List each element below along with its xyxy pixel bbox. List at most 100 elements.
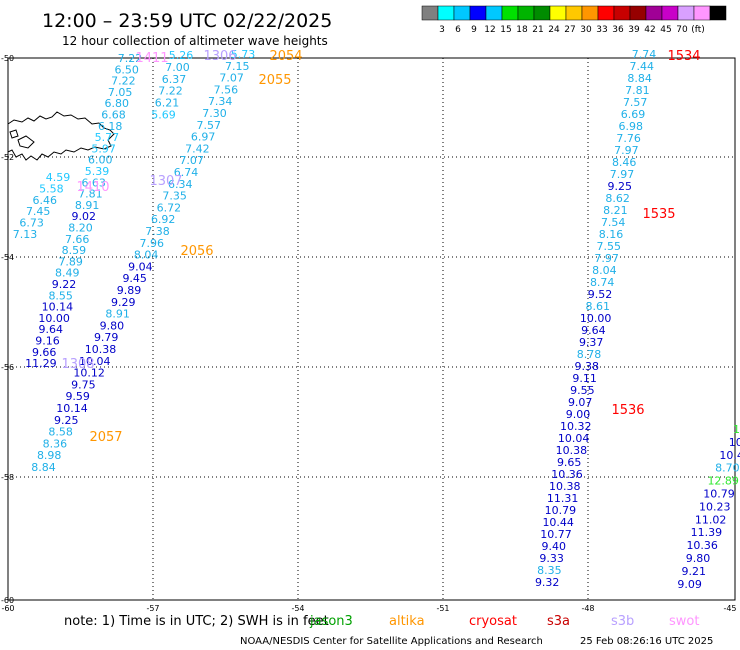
legend-label: 42 xyxy=(644,25,655,35)
wave-height-value: 9.65 xyxy=(557,456,582,469)
legend-swatch xyxy=(645,5,663,21)
wave-height-value: 7.57 xyxy=(197,119,222,132)
wave-height-value: 7.97 xyxy=(614,144,639,157)
wave-height-value: 8.61 xyxy=(586,300,611,313)
wave-height-value: 7.15 xyxy=(225,60,250,73)
wave-height-value: 5.58 xyxy=(39,182,64,195)
wave-height-value: 10.4 xyxy=(719,449,740,462)
wave-height-value: 6.98 xyxy=(619,120,644,133)
wave-height-value: 9.37 xyxy=(579,336,604,349)
altimeter-tracks: 7.226.507.227.056.806.686.185.775.976.00… xyxy=(13,48,740,591)
pass-label: 2054 xyxy=(269,49,302,64)
track-a: 7.226.507.227.056.806.686.185.775.976.00… xyxy=(25,52,142,370)
wave-height-value: 8.84 xyxy=(31,461,56,474)
wave-height-value: 6.18 xyxy=(98,120,123,133)
wave-height-value: 10 xyxy=(729,436,740,449)
satellite-name: s3a xyxy=(547,614,570,629)
latitude-label: -54 xyxy=(1,253,14,262)
wave-height-value: 9.04 xyxy=(128,260,153,273)
wave-height-value: 9.59 xyxy=(65,390,90,403)
wave-height-value: 10.36 xyxy=(686,539,718,552)
legend-swatch xyxy=(549,5,567,21)
wave-height-value: 9.02 xyxy=(72,210,97,223)
wave-height-value: 10.14 xyxy=(56,402,88,415)
wave-height-value: 8.04 xyxy=(134,249,159,262)
legend-label: 21 xyxy=(532,25,543,35)
satellite-name: altika xyxy=(389,614,425,629)
wave-height-value: 7.45 xyxy=(26,205,51,218)
wave-height-value: 6.74 xyxy=(174,166,199,179)
wave-height-value: 7.42 xyxy=(185,142,210,155)
wave-height-value: 6.97 xyxy=(191,131,216,144)
wave-height-value: 9.25 xyxy=(54,414,79,427)
wave-height-value: 6.68 xyxy=(101,109,126,122)
wave-height-value: 9.79 xyxy=(94,331,119,344)
wave-height-value: 9.64 xyxy=(39,323,64,336)
wave-height-value: 10.38 xyxy=(556,444,588,457)
plot-frame xyxy=(7,57,736,601)
page-title: 12:00 – 23:59 UTC 02/22/2025 xyxy=(42,10,332,32)
satellite-name: jason3 xyxy=(309,614,353,629)
wave-height-value: 6.63 xyxy=(81,176,106,189)
wave-height-value: 8.74 xyxy=(590,276,615,289)
wave-height-value: 9.21 xyxy=(682,565,707,578)
footer-credit: NOAA/NESDIS Center for Satellite Applica… xyxy=(240,636,543,647)
footer-timestamp: 25 Feb 08:26:16 UTC 2025 xyxy=(580,636,713,647)
wave-height-value: 9.38 xyxy=(575,360,600,373)
wave-height-value: 8.36 xyxy=(43,437,68,450)
legend-label: 24 xyxy=(548,25,560,35)
longitude-label: -54 xyxy=(291,604,304,613)
pass-labels: 2054 2055 2056 2057 1534 1535 1536 1410 1411 1306… xyxy=(61,49,700,445)
legend-label: 70 xyxy=(676,25,688,35)
wave-height-value: 6.37 xyxy=(162,73,187,86)
legend-swatch xyxy=(709,5,727,21)
wave-height-value: 9.75 xyxy=(71,378,96,391)
wave-height-value: 9.45 xyxy=(122,272,147,285)
wave-height-value: 10.04 xyxy=(558,432,590,445)
wave-height-value: 9.64 xyxy=(581,324,606,337)
wave-height-value: 7.34 xyxy=(208,95,233,108)
wave-height-value: 7.57 xyxy=(623,96,648,109)
track-e: 7.747.448.847.817.576.696.987.767.978.46… xyxy=(535,48,656,589)
wave-height-value: 9.52 xyxy=(588,288,613,301)
wave-height-value: 14 xyxy=(733,423,740,436)
wave-height-value: 7.30 xyxy=(202,107,227,120)
legend-label: 39 xyxy=(628,25,640,35)
legend-swatch xyxy=(613,5,631,21)
wave-height-value: 7.74 xyxy=(632,48,657,61)
wave-height-value: 9.32 xyxy=(535,576,560,589)
wave-height-value: 9.40 xyxy=(542,540,567,553)
wave-height-value: 9.00 xyxy=(566,408,591,421)
legend-label: 12 xyxy=(484,25,495,35)
wave-height-value: 7.97 xyxy=(594,252,619,265)
pass-label: 1410 xyxy=(76,180,109,195)
legend-swatch xyxy=(533,5,551,21)
satellite-name: swot xyxy=(669,614,699,629)
legend-label: 27 xyxy=(564,25,575,35)
wave-height-value: 4.59 xyxy=(46,171,71,184)
axis-labels: -50 -52 -54 -56 -58 -60-60 -57 -54 -51 -48 -45 xyxy=(1,54,737,613)
wave-height-value: 7.22 xyxy=(111,75,136,88)
wave-height-value: 7.07 xyxy=(219,72,244,85)
wave-height-value: 8.84 xyxy=(627,72,652,85)
wave-height-value: 8.49 xyxy=(55,267,80,280)
wave-height-value: 7.54 xyxy=(601,216,626,229)
wave-height-value: 6.21 xyxy=(155,97,180,110)
wave-height-value: 12.89 xyxy=(707,475,739,488)
wave-height-value: 7.96 xyxy=(140,237,165,250)
legend-swatch xyxy=(437,5,455,21)
longitude-label: -45 xyxy=(723,604,736,613)
legend-swatch xyxy=(517,5,535,21)
legend-label: 3 xyxy=(439,25,445,35)
satellite-name: s3b xyxy=(611,614,634,629)
wave-height-value: 8.21 xyxy=(603,204,628,217)
pass-label: 2056 xyxy=(180,244,213,259)
wave-height-value: 8.35 xyxy=(537,564,562,577)
wave-height-value: 7.76 xyxy=(616,132,641,145)
wave-height-value: 6.72 xyxy=(157,201,182,214)
wave-height-value: 7.56 xyxy=(214,83,239,96)
latitude-label: -50 xyxy=(1,54,14,63)
wave-height-value: 9.07 xyxy=(568,396,593,409)
wave-height-value: 9.80 xyxy=(100,319,125,332)
wave-height-value: 6.69 xyxy=(621,108,646,121)
